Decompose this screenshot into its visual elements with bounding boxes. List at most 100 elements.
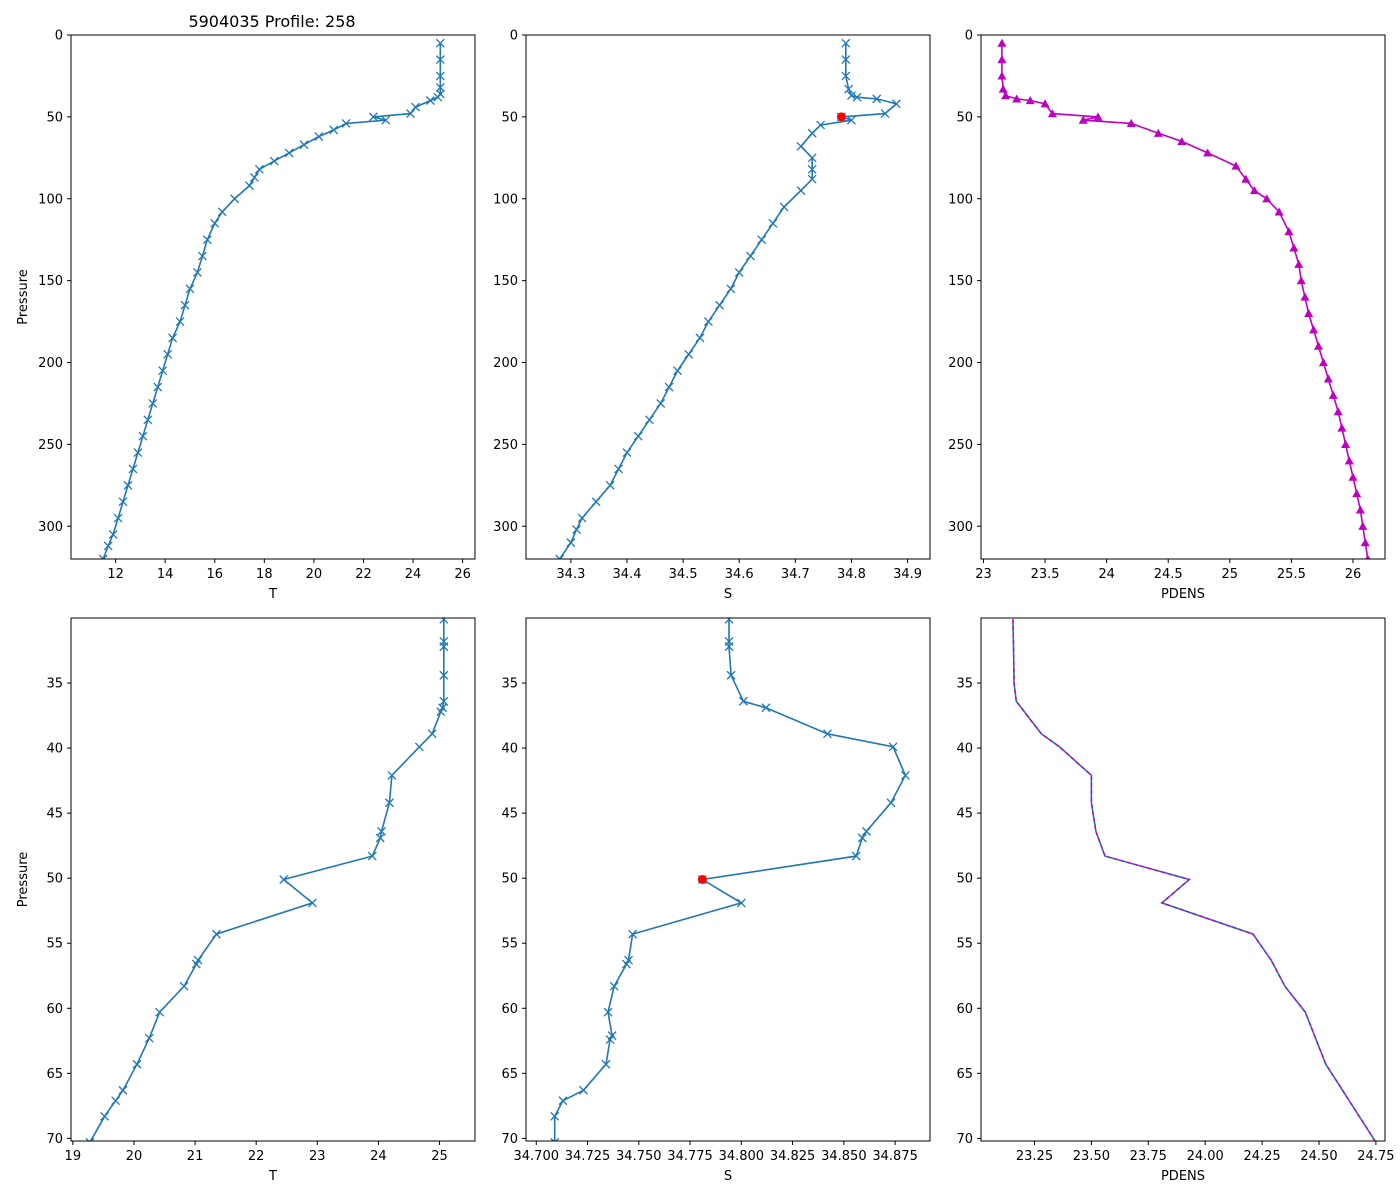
bottom-T-point: [118, 1085, 128, 1095]
top-S-point: [726, 284, 736, 294]
top-T-point: [202, 235, 212, 245]
top-S-point: [734, 267, 744, 277]
bottom-T-ytick-label: 40: [46, 742, 63, 757]
top-S-point: [768, 218, 778, 228]
top-T-xtick-label: 26: [454, 567, 471, 582]
top-PDENS-ytick-label: 250: [948, 438, 973, 453]
bottom-S-point: [738, 696, 748, 706]
bottom-T-xtick-label: 20: [126, 1149, 143, 1164]
top-S-point: [684, 349, 694, 359]
top-PDENS-ytick-label: 200: [948, 356, 973, 371]
bottom-T-xtick-label: 25: [431, 1149, 448, 1164]
top-PDENS-xtick-label: 25: [1222, 567, 1239, 582]
bottom-S-point: [605, 1035, 615, 1044]
top-S-point: [605, 480, 615, 490]
top-PDENS-xtick-label: 24: [1098, 567, 1115, 582]
bottom-S-xtick-label: 34.775: [667, 1149, 713, 1164]
top-PDENS-point: [1047, 109, 1057, 118]
top-S-point: [891, 99, 901, 109]
top-S-point: [852, 92, 862, 102]
bottom-S-panel: 34.700 34.725 34.750 34.775 34.800 34.825 34.8…: [501, 617, 931, 1184]
top-S-point: [673, 366, 682, 376]
top-PDENS-ytick-label: 50: [956, 110, 973, 125]
top-S-point: [555, 554, 565, 559]
top-T-point: [98, 554, 108, 559]
top-T-point: [180, 300, 190, 310]
top-T-point: [108, 529, 118, 539]
top-PDENS-point: [1012, 94, 1022, 103]
top-T-point: [433, 92, 443, 102]
bottom-T-point: [439, 618, 449, 624]
top-T-xtick-label: 12: [107, 567, 124, 582]
top-T-point: [113, 513, 123, 523]
top-PDENS-ytick-label: 100: [948, 192, 973, 207]
top-PDENS-point: [1309, 325, 1319, 334]
top-T-point: [148, 398, 158, 408]
top-PDENS-xtick-label: 25.5: [1277, 567, 1306, 582]
top-S-panel: 34.3 34.4 34.5 34.6 34.7 34.8 34.9 0 50 100 150 200…: [493, 29, 931, 602]
bottom-T-ylabel: Pressure: [16, 852, 31, 908]
top-T-point: [314, 132, 324, 141]
top-S-xtick-label: 34.3: [556, 567, 585, 582]
bottom-S-point: [578, 1085, 588, 1095]
bottom-PDENS-ytick-label: 55: [956, 937, 973, 952]
bottom-PDENS-ytick-label: 65: [956, 1067, 973, 1082]
top-S-ytick-label: 300: [493, 520, 518, 535]
top-T-point: [341, 118, 351, 128]
top-S-point: [841, 71, 851, 81]
top-PDENS-point: [1355, 505, 1365, 514]
top-T-point: [435, 82, 445, 92]
top-T-point: [299, 140, 309, 150]
bottom-S-point: [900, 770, 910, 780]
top-T-xtick-label: 24: [405, 567, 422, 582]
top-PDENS-frame: [980, 34, 1386, 560]
bottom-PDENS-series-line: [1012, 619, 1377, 1141]
bottom-T-point: [387, 770, 397, 780]
top-S-series-line: [559, 43, 898, 559]
top-T-point: [435, 55, 445, 65]
top-S-ytick-label: 100: [493, 192, 518, 207]
bottom-T-point: [155, 1007, 165, 1017]
top-S-point: [703, 317, 713, 327]
bottom-S-ytick-label: 60: [501, 1002, 518, 1017]
top-S-point: [745, 251, 755, 261]
top-S-point: [633, 431, 643, 441]
top-PDENS-point: [1360, 538, 1370, 547]
top-S-point: [807, 174, 817, 184]
top-PDENS-point: [1126, 118, 1136, 128]
bottom-S-xlabel: S: [724, 1169, 732, 1184]
top-T-ytick-label: 100: [38, 192, 63, 207]
top-S-point: [779, 202, 789, 212]
top-PDENS-point: [998, 84, 1008, 93]
top-S-point: [846, 91, 856, 101]
bottom-S-ytick-label: 45: [501, 807, 518, 822]
top-S-point: [656, 398, 666, 408]
bottom-S-ytick-label: 50: [501, 872, 518, 887]
bottom-S-point: [558, 1096, 568, 1106]
bottom-S-point: [851, 851, 861, 861]
bottom-T-point: [414, 742, 424, 752]
bottom-PDENS-ytick-label: 45: [956, 807, 973, 822]
top-PDENS-panel: 23 23.5 24 24.5 25 25.5 26 0 50 100 150 200 250 300 PD…: [948, 29, 1386, 602]
top-PDENS-point: [1348, 472, 1358, 481]
top-T-point: [138, 431, 148, 441]
top-S-point: [807, 128, 817, 138]
top-PDENS-series-line: [1001, 43, 1369, 559]
bottom-S-xtick-label: 34.800: [719, 1149, 765, 1164]
figure-title: 5904035 Profile: 258: [188, 12, 355, 31]
bottom-T-point: [436, 707, 446, 717]
top-T-frame: [70, 34, 476, 560]
top-S-point: [577, 513, 587, 523]
top-PDENS-point: [1344, 456, 1354, 465]
top-T-point: [175, 317, 185, 327]
top-PDENS-point: [1304, 308, 1314, 317]
top-S-point: [807, 153, 817, 163]
bottom-PDENS-xtick-label: 23.75: [1130, 1149, 1167, 1164]
bottom-PDENS-panel: 23.25 23.50 23.75 24.00 24.25 24.50 24.75 35 40 4…: [956, 617, 1395, 1184]
top-T-xtick-label: 18: [256, 567, 273, 582]
top-PDENS-point: [1296, 276, 1306, 285]
top-PDENS-point: [1284, 227, 1294, 236]
top-S-xlabel: S: [724, 587, 732, 602]
bottom-T-ytick-label: 55: [46, 937, 63, 952]
top-S-point: [757, 235, 767, 245]
